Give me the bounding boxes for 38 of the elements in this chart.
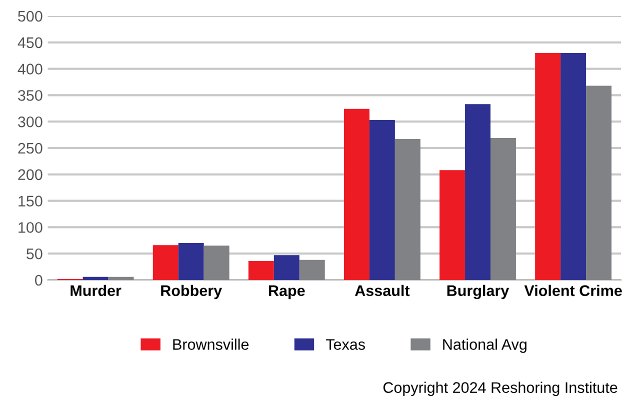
y-tick-label: 250 bbox=[18, 142, 42, 154]
bar bbox=[248, 260, 274, 280]
y-tick-label: 400 bbox=[18, 64, 42, 74]
bar bbox=[204, 246, 230, 280]
bar bbox=[490, 138, 516, 280]
bar bbox=[440, 170, 466, 280]
y-tick-label: 200 bbox=[18, 169, 42, 180]
bar bbox=[299, 260, 325, 280]
legend-label: National Avg bbox=[443, 338, 526, 353]
bar bbox=[465, 104, 490, 280]
y-tick-label: 500 bbox=[18, 10, 42, 22]
bar bbox=[586, 86, 612, 280]
bar bbox=[82, 276, 108, 280]
text: Copyright 2024 Reshoring Institute bbox=[383, 382, 618, 396]
legend-label: Brownsville bbox=[173, 338, 249, 350]
x-tick-label: Burglary bbox=[447, 284, 510, 300]
y-tick-label: 350 bbox=[18, 90, 42, 101]
y-tick-label: 100 bbox=[18, 222, 42, 233]
bar bbox=[274, 255, 300, 280]
bar bbox=[152, 245, 178, 280]
y-tick-label: 50 bbox=[26, 248, 42, 260]
bar bbox=[344, 108, 370, 280]
bar bbox=[178, 243, 204, 280]
bar bbox=[108, 276, 134, 280]
x-tick-label: Robbery bbox=[161, 284, 222, 300]
bar bbox=[369, 120, 395, 280]
y-tick-label: 0 bbox=[35, 274, 42, 286]
x-tick-label: Assault bbox=[354, 284, 410, 296]
y-tick-label: 150 bbox=[18, 196, 42, 206]
y-tick-label: 300 bbox=[18, 116, 42, 128]
bar bbox=[560, 52, 586, 280]
bar bbox=[394, 139, 420, 280]
bar bbox=[535, 52, 561, 280]
y-tick-label: 450 bbox=[18, 37, 42, 48]
legend-label: Texas bbox=[326, 339, 365, 350]
x-tick-label: Murder bbox=[70, 284, 122, 296]
x-tick-label: Rape bbox=[268, 285, 305, 300]
x-tick-label: Violent Crime bbox=[524, 284, 622, 296]
